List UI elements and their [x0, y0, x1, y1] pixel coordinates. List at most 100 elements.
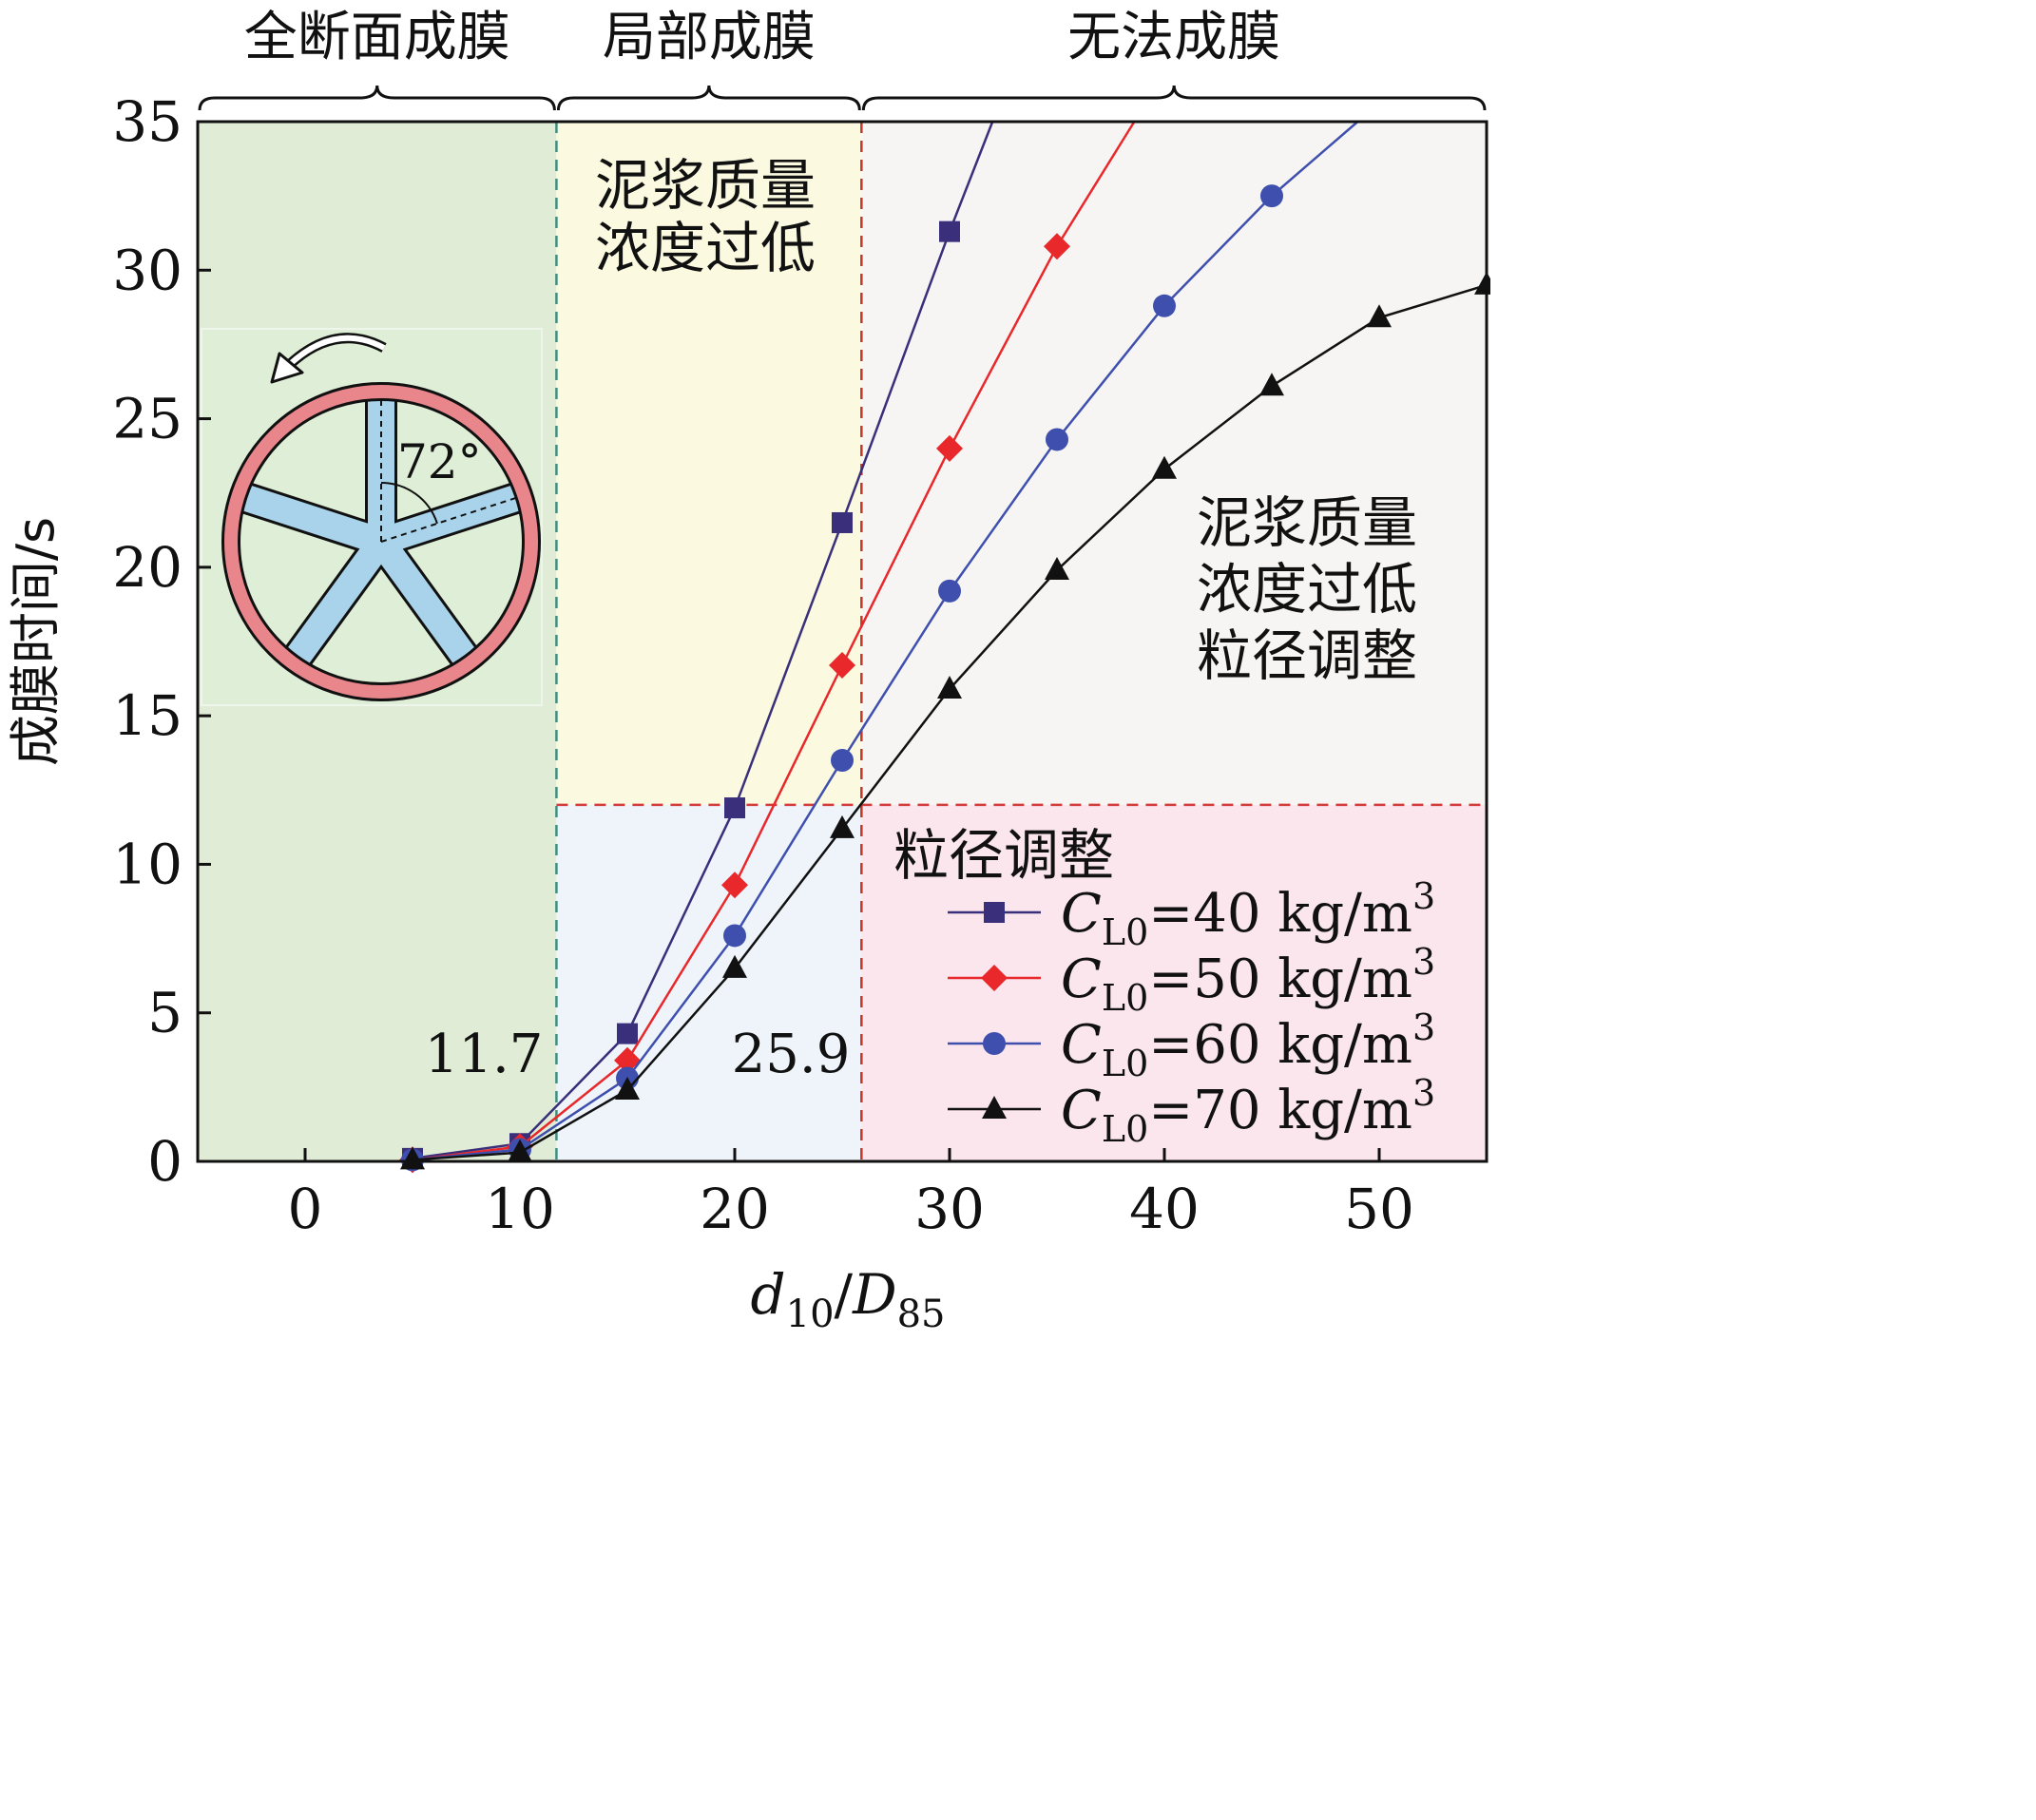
legend-label-c-3: C	[1061, 1080, 1102, 1141]
legend-label-eq-0: =40 kg/m	[1148, 883, 1412, 945]
series-layer	[399, 121, 1490, 1174]
legend-label-c-2: C	[1061, 1014, 1102, 1076]
data-point-1-6	[1044, 233, 1070, 260]
legend-label-sub-3: L0	[1102, 1108, 1148, 1150]
x-axis-label-slash: /	[835, 1262, 854, 1327]
data-point-0-4	[832, 511, 853, 533]
spoke-4	[234, 482, 386, 555]
y-tick-label-3: 15	[112, 683, 182, 748]
data-point-3-2	[615, 1076, 640, 1100]
legend-label-sub-1: L0	[1102, 977, 1148, 1019]
legend-label-0: CL0=40 kg/m3	[1061, 875, 1435, 953]
x-tick-label-3: 30	[914, 1177, 985, 1241]
zone-backgrounds	[198, 122, 1487, 1161]
legend-label-sub-0: L0	[1102, 911, 1148, 953]
x-tick-label-1: 10	[485, 1177, 555, 1241]
annotation-none-upper-line-2: 粒径调整	[1197, 623, 1417, 688]
rotation-arrow-body	[284, 335, 386, 370]
data-point-3-7	[1152, 455, 1177, 479]
data-point-3-8	[1259, 373, 1284, 396]
y-tick-label-6: 30	[112, 238, 182, 302]
zone-bg-partial-lower	[556, 804, 862, 1161]
spoke-2	[370, 533, 481, 672]
legend-marker-2	[983, 1032, 1006, 1055]
legend-entry-0: CL0=40 kg/m3	[948, 875, 1435, 953]
zone-label-2: 无法成膜	[1067, 7, 1280, 68]
legend-label-2: CL0=60 kg/m3	[1061, 1006, 1435, 1084]
legend-entry-1: CL0=50 kg/m3	[948, 941, 1435, 1019]
legend-label-c-0: C	[1061, 883, 1102, 945]
annotation-partial-upper-line-1: 浓度过低	[595, 216, 816, 280]
rim	[224, 385, 538, 699]
data-point-2-6	[1046, 428, 1068, 451]
y-axis-label: 成膜时间/s	[6, 517, 66, 766]
x-axis-label-sub2: 85	[897, 1293, 946, 1332]
x-axis-label: d10/D85	[750, 1262, 945, 1332]
legend-label-eq-1: =50 kg/m	[1148, 948, 1412, 1010]
annotation-none-upper-line-1: 浓度过低	[1197, 557, 1417, 622]
x-axis-label-D: D	[852, 1262, 897, 1327]
rotation-arrow-head	[270, 352, 304, 384]
legend-label-sup-3: 3	[1412, 1072, 1435, 1114]
x-tick-label-4: 40	[1129, 1177, 1200, 1241]
legend-label-sup-1: 3	[1412, 941, 1435, 983]
legend-label-sub-2: L0	[1102, 1043, 1148, 1084]
legend-label-c-1: C	[1061, 948, 1102, 1010]
y-tick-label-2: 10	[112, 832, 182, 896]
plot-frame	[196, 120, 1489, 1163]
annotation-partial-upper-line-0: 泥浆质量	[595, 153, 816, 218]
zone-label-1: 局部成膜	[603, 7, 816, 68]
data-point-2-4	[831, 749, 854, 773]
angle-label: 72°	[397, 434, 482, 489]
data-point-0-5	[939, 220, 960, 242]
data-point-1-4	[829, 652, 855, 680]
data-point-3-3	[722, 954, 747, 978]
data-point-3-4	[830, 814, 855, 838]
data-point-0-3	[724, 797, 745, 819]
data-point-2-3	[723, 924, 746, 948]
series-3	[400, 271, 1490, 1170]
zone-bg-none-lower	[861, 804, 1487, 1161]
legend-label-1: CL0=50 kg/m3	[1061, 941, 1435, 1019]
legend-label-3: CL0=70 kg/m3	[1061, 1072, 1435, 1150]
angle-ref-diagonal	[380, 496, 517, 543]
legend-label-sup-2: 3	[1412, 1006, 1435, 1048]
boundary-label-1: 25.9	[732, 1024, 851, 1085]
y-tick-label-5: 25	[112, 387, 182, 451]
data-point-2-8	[1260, 184, 1283, 208]
zone-label-0: 全断面成膜	[244, 7, 510, 68]
y-tick-label-1: 5	[147, 981, 182, 1045]
legend-entry-2: CL0=60 kg/m3	[948, 1006, 1435, 1084]
series-line-1	[412, 121, 1136, 1161]
x-axis-label-sub1: 10	[786, 1293, 835, 1332]
data-point-2-7	[1153, 294, 1176, 317]
data-point-3-0	[400, 1146, 425, 1170]
annotation-none-upper-line-0: 泥浆质量	[1197, 490, 1417, 555]
axes: 0 10 20 30 40 50 0 5 10 15 20 25 30 35	[112, 89, 1489, 1241]
y-tick-label-0: 0	[147, 1129, 182, 1194]
zone-brace-1	[556, 85, 861, 111]
y-tick-label-4: 20	[112, 535, 182, 600]
spoke-3	[281, 533, 393, 672]
boundary-label-0: 11.7	[425, 1024, 544, 1085]
legend-marker-0	[984, 902, 1005, 923]
legend-marker-1	[981, 965, 1008, 991]
data-point-1-3	[721, 872, 748, 899]
legend-marker-3	[982, 1096, 1007, 1119]
data-point-2-5	[938, 579, 961, 603]
zone-brace-2	[861, 85, 1487, 111]
x-tick-label-5: 50	[1344, 1177, 1414, 1241]
y-tick-label-7: 35	[112, 89, 182, 154]
mold-inset-diagram: 72°	[201, 328, 543, 706]
x-axis-label-d: d	[750, 1262, 785, 1327]
legend-label-eq-2: =60 kg/m	[1148, 1014, 1412, 1076]
angle-arc	[380, 482, 438, 525]
data-point-1-2	[614, 1046, 641, 1074]
data-point-3-9	[1367, 304, 1392, 328]
data-point-3-6	[1045, 556, 1069, 580]
data-point-3-5	[937, 676, 962, 699]
legend-label-sup-0: 3	[1412, 875, 1435, 917]
